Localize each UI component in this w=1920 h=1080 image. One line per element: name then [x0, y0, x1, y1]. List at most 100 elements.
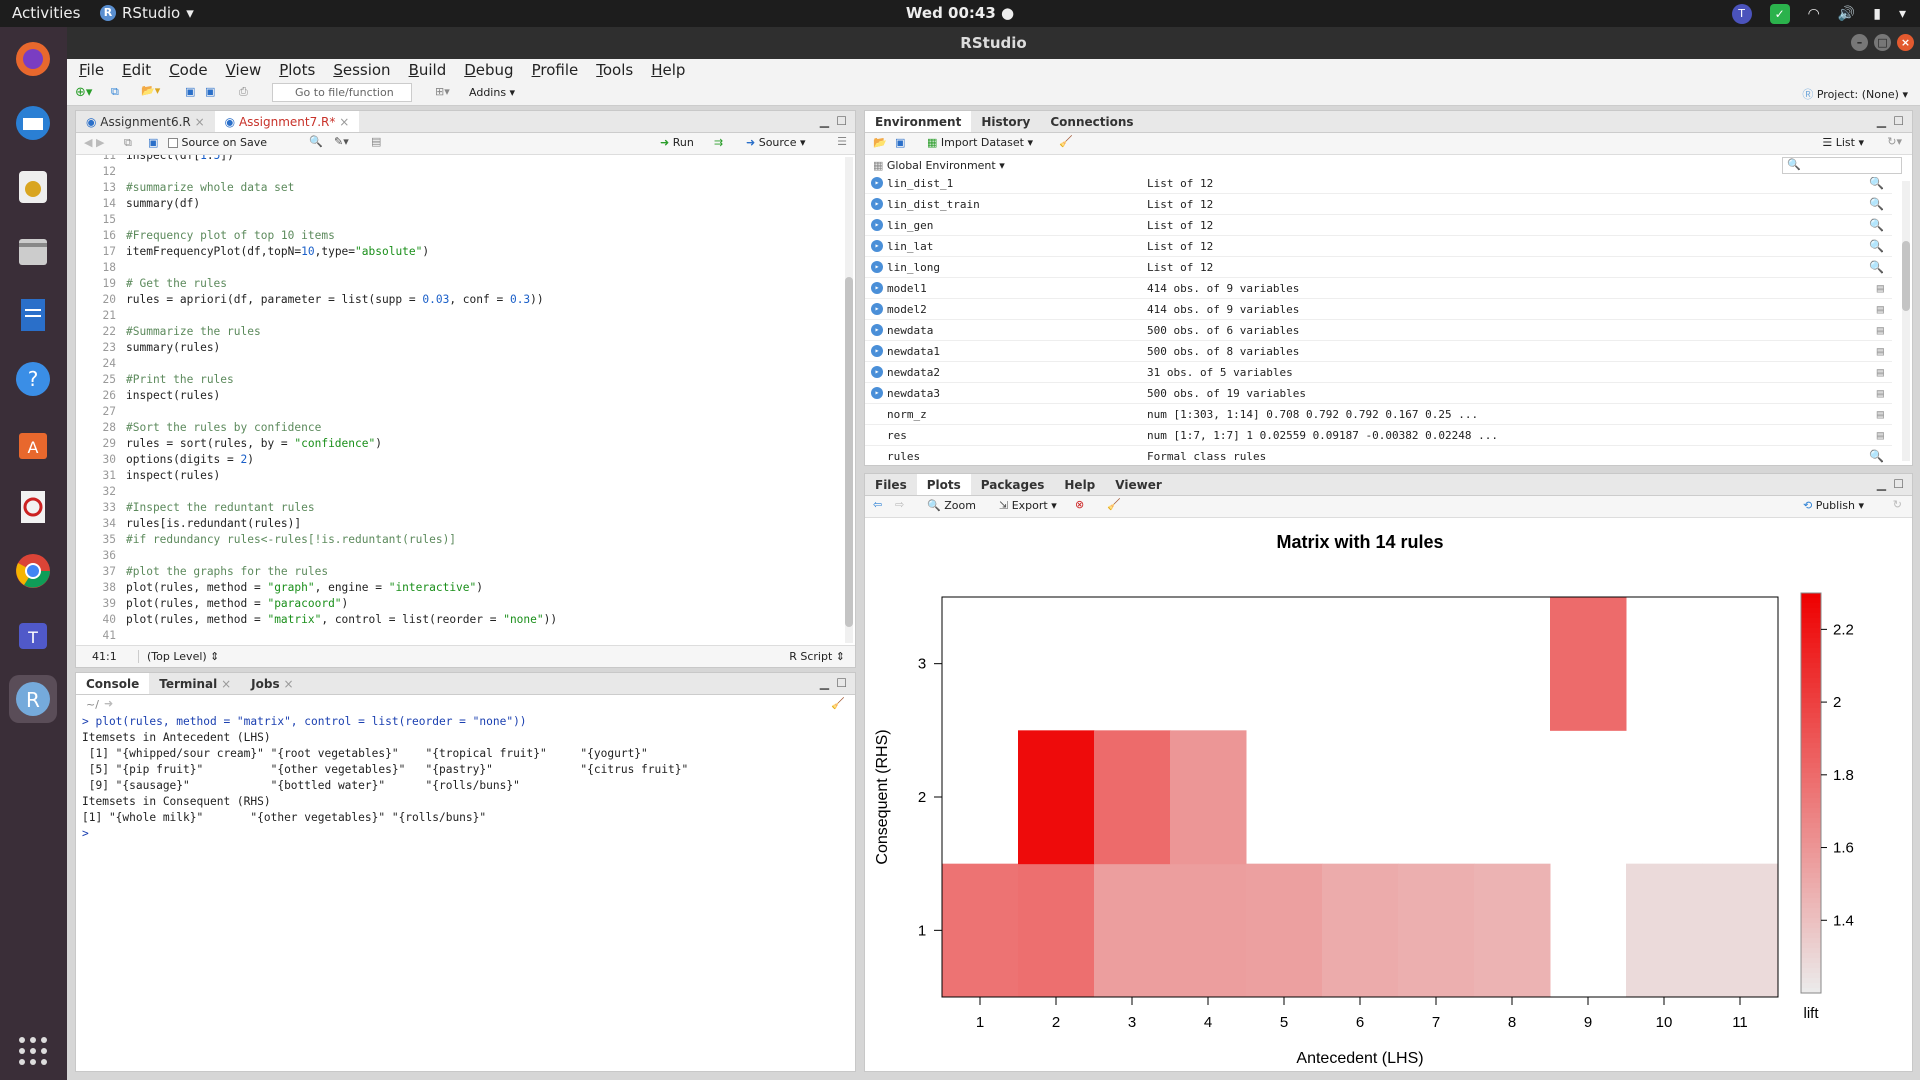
- view-grid-icon[interactable]: ▤: [1876, 386, 1884, 400]
- files-icon[interactable]: [9, 227, 57, 275]
- tab-close-icon[interactable]: ×: [221, 677, 232, 691]
- menu-help[interactable]: Help: [651, 61, 686, 79]
- expand-icon[interactable]: ▸: [871, 240, 883, 252]
- tab-console[interactable]: Console: [76, 673, 150, 694]
- view-search-icon[interactable]: 🔍: [1869, 177, 1884, 190]
- tab-files[interactable]: Files: [875, 478, 907, 492]
- next-plot-icon[interactable]: ⇨: [895, 498, 905, 511]
- project-menu[interactable]: Ⓡ Project: (None) ▾: [1802, 86, 1908, 102]
- search-icon[interactable]: 🔍: [309, 135, 323, 148]
- run-button[interactable]: ➜ Run: [660, 136, 694, 149]
- minimize-icon[interactable]: –: [1851, 34, 1868, 51]
- volume-icon[interactable]: 🔊: [1837, 6, 1856, 22]
- menu-edit[interactable]: Edit: [122, 61, 152, 79]
- code-line[interactable]: #plot the graphs for the rules: [126, 565, 329, 578]
- scope-selector[interactable]: (Top Level) ⇕: [138, 650, 219, 663]
- clear-workspace-icon[interactable]: 🧹: [1059, 135, 1073, 148]
- list-view-selector[interactable]: ☰ List ▾: [1822, 136, 1864, 149]
- tab-assignment6[interactable]: ◉ Assignment6.R ×: [76, 111, 215, 132]
- code-line[interactable]: rules[is.redundant(rules)]: [126, 517, 302, 530]
- tab-assignment7[interactable]: ◉ Assignment7.R* ×: [214, 111, 360, 132]
- expand-icon[interactable]: ▸: [871, 282, 883, 294]
- compile-report-icon[interactable]: ▤: [371, 135, 382, 148]
- expand-icon[interactable]: ▸: [871, 198, 883, 210]
- tab-packages[interactable]: Packages: [980, 478, 1045, 492]
- zoom-button[interactable]: 🔍 Zoom: [927, 499, 976, 512]
- new-file-icon[interactable]: ⊕▾: [75, 85, 93, 100]
- environment-row[interactable]: rules Formal class rules 🔍: [865, 446, 1892, 465]
- document-viewer-icon[interactable]: [9, 483, 57, 531]
- print-icon[interactable]: ⎙: [239, 85, 248, 98]
- editor-scrollbar[interactable]: [845, 157, 853, 643]
- chrome-icon[interactable]: [9, 547, 57, 595]
- pane-maximize-icon[interactable]: ☐: [1893, 114, 1904, 128]
- close-icon[interactable]: ×: [1897, 34, 1914, 51]
- tab-close-icon[interactable]: ×: [283, 677, 294, 691]
- goto-file-input[interactable]: Go to file/function: [272, 83, 412, 102]
- tab-plots[interactable]: Plots: [916, 474, 971, 495]
- view-grid-icon[interactable]: ▤: [1876, 365, 1884, 379]
- expand-icon[interactable]: ▸: [871, 366, 883, 378]
- pane-minimize-icon[interactable]: ▁: [819, 114, 829, 128]
- environment-row[interactable]: ▸ model1 414 obs. of 9 variables ▤: [865, 278, 1892, 299]
- battery-icon[interactable]: ▮: [1873, 6, 1881, 22]
- tab-close-icon[interactable]: ×: [194, 115, 205, 129]
- view-grid-icon[interactable]: ▤: [1876, 281, 1884, 295]
- code-line[interactable]: # Get the rules: [126, 277, 228, 290]
- environment-row[interactable]: ▸ lin_dist_train List of 12 🔍: [865, 194, 1892, 215]
- menu-build[interactable]: Build: [408, 61, 447, 79]
- environment-row[interactable]: ▸ lin_gen List of 12 🔍: [865, 215, 1892, 236]
- code-line[interactable]: plot(rules, method = "matrix", control =…: [126, 613, 558, 626]
- environment-row[interactable]: norm_z num [1:303, 1:14] 0.708 0.792 0.79…: [865, 404, 1892, 425]
- maximize-icon[interactable]: □: [1874, 34, 1891, 51]
- menu-session[interactable]: Session: [333, 61, 391, 79]
- code-line[interactable]: inspect(rules): [126, 389, 221, 402]
- expand-icon[interactable]: ▸: [871, 261, 883, 273]
- code-line[interactable]: #Sort the rules by confidence: [126, 421, 322, 434]
- environment-search-input[interactable]: 🔍: [1782, 157, 1902, 174]
- clear-plots-icon[interactable]: 🧹: [1107, 498, 1121, 511]
- activities-button[interactable]: Activities: [12, 4, 81, 22]
- tab-viewer[interactable]: Viewer: [1115, 478, 1162, 492]
- tab-environment[interactable]: Environment: [865, 111, 972, 132]
- code-line[interactable]: plot(rules, method = "graph", engine = "…: [126, 581, 484, 594]
- remove-plot-icon[interactable]: ⊗: [1075, 498, 1085, 511]
- view-search-icon[interactable]: 🔍: [1869, 197, 1884, 211]
- menu-view[interactable]: View: [225, 61, 262, 79]
- menu-plots[interactable]: Plots: [279, 61, 316, 79]
- view-grid-icon[interactable]: ▤: [1876, 302, 1884, 316]
- back-icon[interactable]: ◀ ▶: [84, 136, 105, 149]
- tab-history[interactable]: History: [981, 115, 1031, 129]
- source-button[interactable]: ➜ Source ▾: [746, 136, 806, 149]
- view-search-icon[interactable]: 🔍: [1869, 260, 1884, 274]
- rhythmbox-icon[interactable]: [9, 163, 57, 211]
- firefox-icon[interactable]: [9, 35, 57, 83]
- code-line[interactable]: options(digits = 2): [126, 453, 255, 466]
- environment-scrollbar[interactable]: [1902, 181, 1910, 461]
- tab-help[interactable]: Help: [1064, 478, 1096, 492]
- thunderbird-icon[interactable]: [9, 99, 57, 147]
- pane-minimize-icon[interactable]: ▁: [1876, 477, 1886, 491]
- pane-maximize-icon[interactable]: ☐: [836, 114, 847, 128]
- refresh-icon[interactable]: ↻▾: [1887, 135, 1902, 148]
- code-line[interactable]: plot(rules, method = "paracoord"): [126, 597, 349, 610]
- view-grid-icon[interactable]: ▤: [1876, 428, 1884, 442]
- pane-maximize-icon[interactable]: ☐: [836, 676, 847, 690]
- refresh-plot-icon[interactable]: ↻: [1892, 498, 1902, 511]
- menu-profile[interactable]: Profile: [531, 61, 579, 79]
- goto-dir-icon[interactable]: ➜: [104, 697, 114, 710]
- expand-icon[interactable]: ▸: [871, 303, 883, 315]
- environment-row[interactable]: res num [1:7, 1:7] 1 0.02559 0.09187 -0.0…: [865, 425, 1892, 446]
- software-center-icon[interactable]: A: [9, 419, 57, 467]
- code-line[interactable]: #if redundancy rules<-rules[!is.reduntan…: [126, 533, 457, 546]
- tab-close-icon[interactable]: ×: [339, 115, 350, 129]
- show-in-window-icon[interactable]: ⧉: [124, 136, 132, 149]
- wifi-icon[interactable]: ◠: [1807, 6, 1820, 22]
- code-line[interactable]: #Summarize the rules: [126, 325, 261, 338]
- expand-icon[interactable]: ▸: [871, 345, 883, 357]
- environment-row[interactable]: ▸ lin_lat List of 12 🔍: [865, 236, 1892, 257]
- code-line[interactable]: #Print the rules: [126, 373, 234, 386]
- menu-debug[interactable]: Debug: [464, 61, 514, 79]
- export-button[interactable]: ⇲ Export ▾: [999, 499, 1057, 512]
- rerun-icon[interactable]: ⇉: [714, 136, 724, 149]
